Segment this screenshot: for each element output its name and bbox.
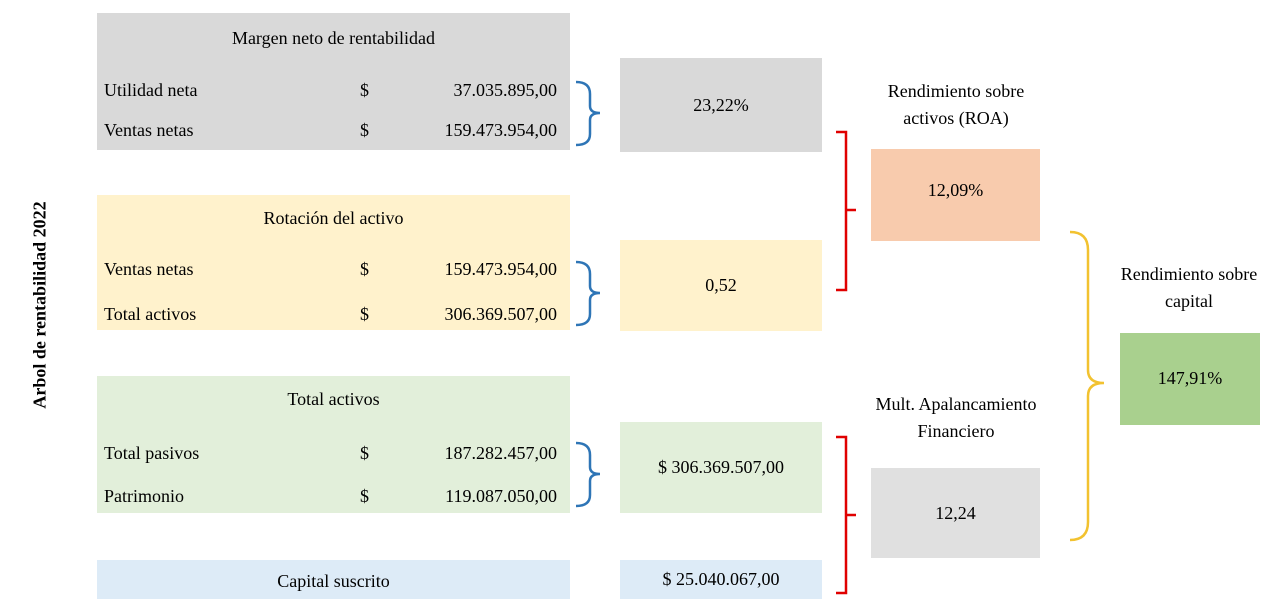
row-label: Ventas netas — [104, 120, 194, 140]
block-title: Rotación del activo — [263, 208, 404, 228]
row-currency: $ — [360, 120, 369, 140]
block — [97, 195, 570, 330]
row-currency: $ — [360, 80, 369, 100]
row-currency: $ — [360, 259, 369, 279]
brace — [575, 80, 601, 147]
result-box: $ 306.369.507,00 — [620, 422, 822, 513]
brace — [575, 441, 601, 508]
leverage-label: Mult. Apalancamiento Financiero — [875, 394, 1037, 441]
brace — [836, 435, 856, 595]
row-label: Total activos — [104, 304, 197, 324]
roa-box: 12,09% — [871, 149, 1040, 241]
brace — [1069, 230, 1105, 542]
roa-label: Rendimiento sobre activos (ROA) — [887, 81, 1025, 128]
roe-label: Rendimiento sobre capital — [1120, 264, 1258, 311]
row-currency: $ — [360, 304, 369, 324]
block-title: Total activos — [287, 389, 380, 409]
leverage-box: 12,24 — [871, 468, 1040, 558]
block-title: Margen neto de rentabilidad — [231, 28, 436, 48]
row-amount: 159.473.954,00 — [444, 259, 558, 279]
row-currency: $ — [360, 486, 369, 506]
block-title: Capital suscrito — [277, 571, 390, 591]
row-amount: 306.369.507,00 — [444, 304, 558, 324]
roe-box: 147,91% — [1120, 333, 1260, 425]
row-label: Total pasivos — [104, 443, 200, 463]
row-label: Utilidad neta — [104, 80, 198, 100]
result-box: $ 25.040.067,00 — [620, 560, 822, 599]
row-amount: 187.282.457,00 — [444, 443, 558, 463]
block — [97, 560, 570, 599]
row-label: Patrimonio — [104, 486, 184, 506]
row-amount: 119.087.050,00 — [445, 486, 557, 506]
result-box: 0,52 — [620, 240, 822, 331]
block — [97, 376, 570, 513]
row-currency: $ — [360, 443, 369, 463]
row-label: Ventas netas — [104, 259, 194, 279]
result-box: 23,22% — [620, 58, 822, 152]
row-amount: 37.035.895,00 — [453, 80, 558, 100]
block — [97, 13, 570, 150]
brace — [836, 130, 856, 292]
row-amount: 159.473.954,00 — [444, 120, 558, 140]
brace — [575, 260, 601, 327]
